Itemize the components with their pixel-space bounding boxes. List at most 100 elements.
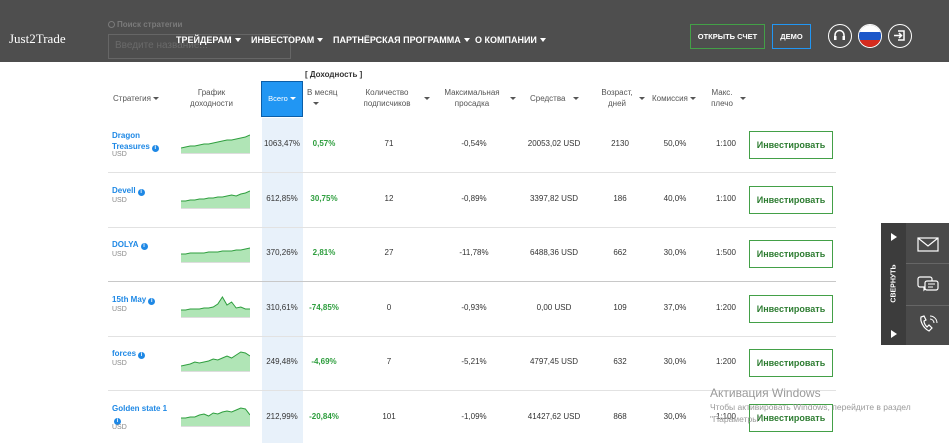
language-flag-icon[interactable] — [858, 24, 882, 48]
info-icon[interactable]: i — [151, 145, 159, 152]
subscribers-count: 101 — [382, 411, 396, 421]
col-chart: График доходности — [190, 88, 233, 108]
nav-partners[interactable]: ПАРТНЁРСКАЯ ПРОГРАММА — [333, 35, 470, 45]
row-divider — [108, 390, 836, 391]
leverage: 1:200 — [715, 302, 737, 312]
invest-button[interactable]: Инвестировать — [749, 185, 833, 214]
chevron-down-icon — [317, 38, 324, 42]
chevron-down-icon — [539, 38, 546, 42]
search-input[interactable]: Введите название... — [108, 34, 291, 59]
invest-button[interactable]: Инвестировать — [749, 131, 833, 159]
invest-button[interactable]: Инвестировать — [749, 294, 833, 323]
yield-sparkline — [181, 247, 250, 263]
open-account-button[interactable]: ОТКРЫТЬ СЧЕТ — [690, 24, 765, 49]
search-icon — [108, 21, 115, 28]
sort-icon — [740, 97, 746, 100]
strategy-row: DOLYA i USD 370,26% 2,81% 27 -11,78% 6488… — [108, 227, 836, 282]
yield-sparkline — [181, 134, 250, 154]
max-drawdown: -1,09% — [461, 411, 487, 421]
commission: 50,0% — [663, 139, 687, 148]
chat-icon[interactable] — [917, 275, 939, 293]
age-days: 109 — [613, 302, 627, 312]
invest-button[interactable]: Инвестировать — [749, 403, 833, 432]
monthly-yield: -4,69% — [311, 357, 337, 366]
funds: 4797,45 USD — [529, 357, 579, 366]
strategy-currency: USD — [112, 423, 127, 431]
invest-button[interactable]: Инвестировать — [749, 240, 833, 268]
monthly-yield: 0,57% — [312, 139, 336, 148]
col-age[interactable]: Возраст, дней — [601, 88, 633, 108]
col-commission[interactable]: Комиссия — [652, 93, 696, 104]
sort-icon — [573, 97, 580, 100]
total-yield: 612,85% — [266, 193, 298, 203]
leverage: 1:200 — [715, 357, 737, 366]
leverage: 1:100 — [715, 139, 737, 148]
monthly-yield: -20,84% — [309, 411, 339, 421]
sort-icon — [313, 102, 319, 105]
total-yield: 249,48% — [266, 357, 298, 366]
login-icon[interactable] — [888, 24, 912, 48]
divider — [906, 305, 949, 306]
site-logo[interactable]: Just2Trade — [9, 31, 66, 46]
max-drawdown: -0,89% — [461, 193, 487, 203]
monthly-yield: -74,85% — [309, 302, 339, 312]
collapse-label: СВЕРНУТЬ — [890, 264, 898, 303]
strategy-currency: USD — [112, 251, 127, 258]
search-label: Поиск стратегии — [108, 20, 182, 29]
col-total-button[interactable]: Всего — [261, 81, 303, 117]
sort-icon — [639, 97, 645, 100]
max-drawdown: -0,93% — [461, 302, 487, 312]
funds: 6488,36 USD — [529, 248, 579, 257]
info-icon[interactable]: i — [138, 352, 146, 359]
col-leverage[interactable]: Макс. плечо — [711, 88, 733, 108]
subscribers-count: 0 — [386, 302, 392, 312]
collapse-strip[interactable]: СВЕРНУТЬ — [881, 223, 906, 345]
strategy-name-link[interactable]: Golden state 1i — [112, 403, 168, 425]
nav-investors[interactable]: ИНВЕСТОРАМ — [251, 35, 324, 45]
funds: 0,00 USD — [536, 302, 572, 312]
total-yield: 370,26% — [266, 248, 298, 257]
side-contact-panel: СВЕРНУТЬ — [881, 223, 949, 345]
col-subscribers[interactable]: Количество подписчиков — [363, 88, 411, 108]
nav-company[interactable]: О КОМПАНИИ — [475, 35, 546, 45]
watermark-line1: Чтобы активировать Windows, перейдите в … — [710, 402, 911, 412]
support-headset-icon[interactable] — [828, 24, 852, 48]
sort-icon — [424, 97, 430, 100]
age-days: 662 — [613, 248, 627, 257]
leverage: 1:100 — [715, 193, 737, 203]
phone-icon[interactable] — [917, 315, 939, 333]
nav-traders[interactable]: ТРЕЙДЕРАМ — [176, 35, 241, 45]
invest-button[interactable]: Инвестировать — [749, 349, 833, 377]
funds: 3397,82 USD — [529, 193, 579, 203]
col-drawdown[interactable]: Максимальная просадка — [444, 88, 500, 108]
strategy-name-link[interactable]: Devell i — [112, 185, 180, 196]
strategy-name-link[interactable]: 15th May i — [112, 294, 180, 305]
strategy-name-link[interactable]: forces i — [112, 348, 180, 359]
strategy-currency: USD — [112, 360, 127, 367]
age-days: 868 — [613, 411, 627, 421]
yield-sparkline — [181, 295, 250, 318]
col-month[interactable]: В месяц — [307, 87, 339, 109]
strategy-row: Golden state 1i USD 212,99% -20,84% 101 … — [108, 391, 836, 443]
subscribers-count: 12 — [384, 193, 394, 203]
max-drawdown: -11,78% — [459, 248, 489, 257]
funds: 41427,62 USD — [527, 411, 581, 421]
subscribers-count: 71 — [384, 139, 394, 148]
strategy-currency: USD — [112, 196, 127, 204]
sort-icon — [689, 97, 696, 100]
demo-button[interactable]: ДЕМО — [772, 24, 811, 49]
commission: 30,0% — [663, 248, 687, 257]
total-yield: 310,61% — [266, 302, 298, 312]
arrow-right-icon — [891, 233, 897, 241]
info-icon[interactable]: i — [140, 243, 148, 250]
strategy-name-link[interactable]: DOLYA i — [112, 239, 180, 250]
strategy-name-link[interactable]: Dragon Treasures i — [112, 130, 180, 152]
col-strategy[interactable]: Стратегия — [113, 93, 159, 104]
info-icon[interactable]: i — [114, 417, 121, 425]
yield-sparkline — [181, 190, 250, 209]
info-icon[interactable]: i — [137, 188, 145, 196]
info-icon[interactable]: i — [148, 297, 156, 305]
mail-icon[interactable] — [917, 235, 939, 253]
sort-icon — [510, 97, 516, 100]
col-funds[interactable]: Средства — [530, 93, 580, 104]
